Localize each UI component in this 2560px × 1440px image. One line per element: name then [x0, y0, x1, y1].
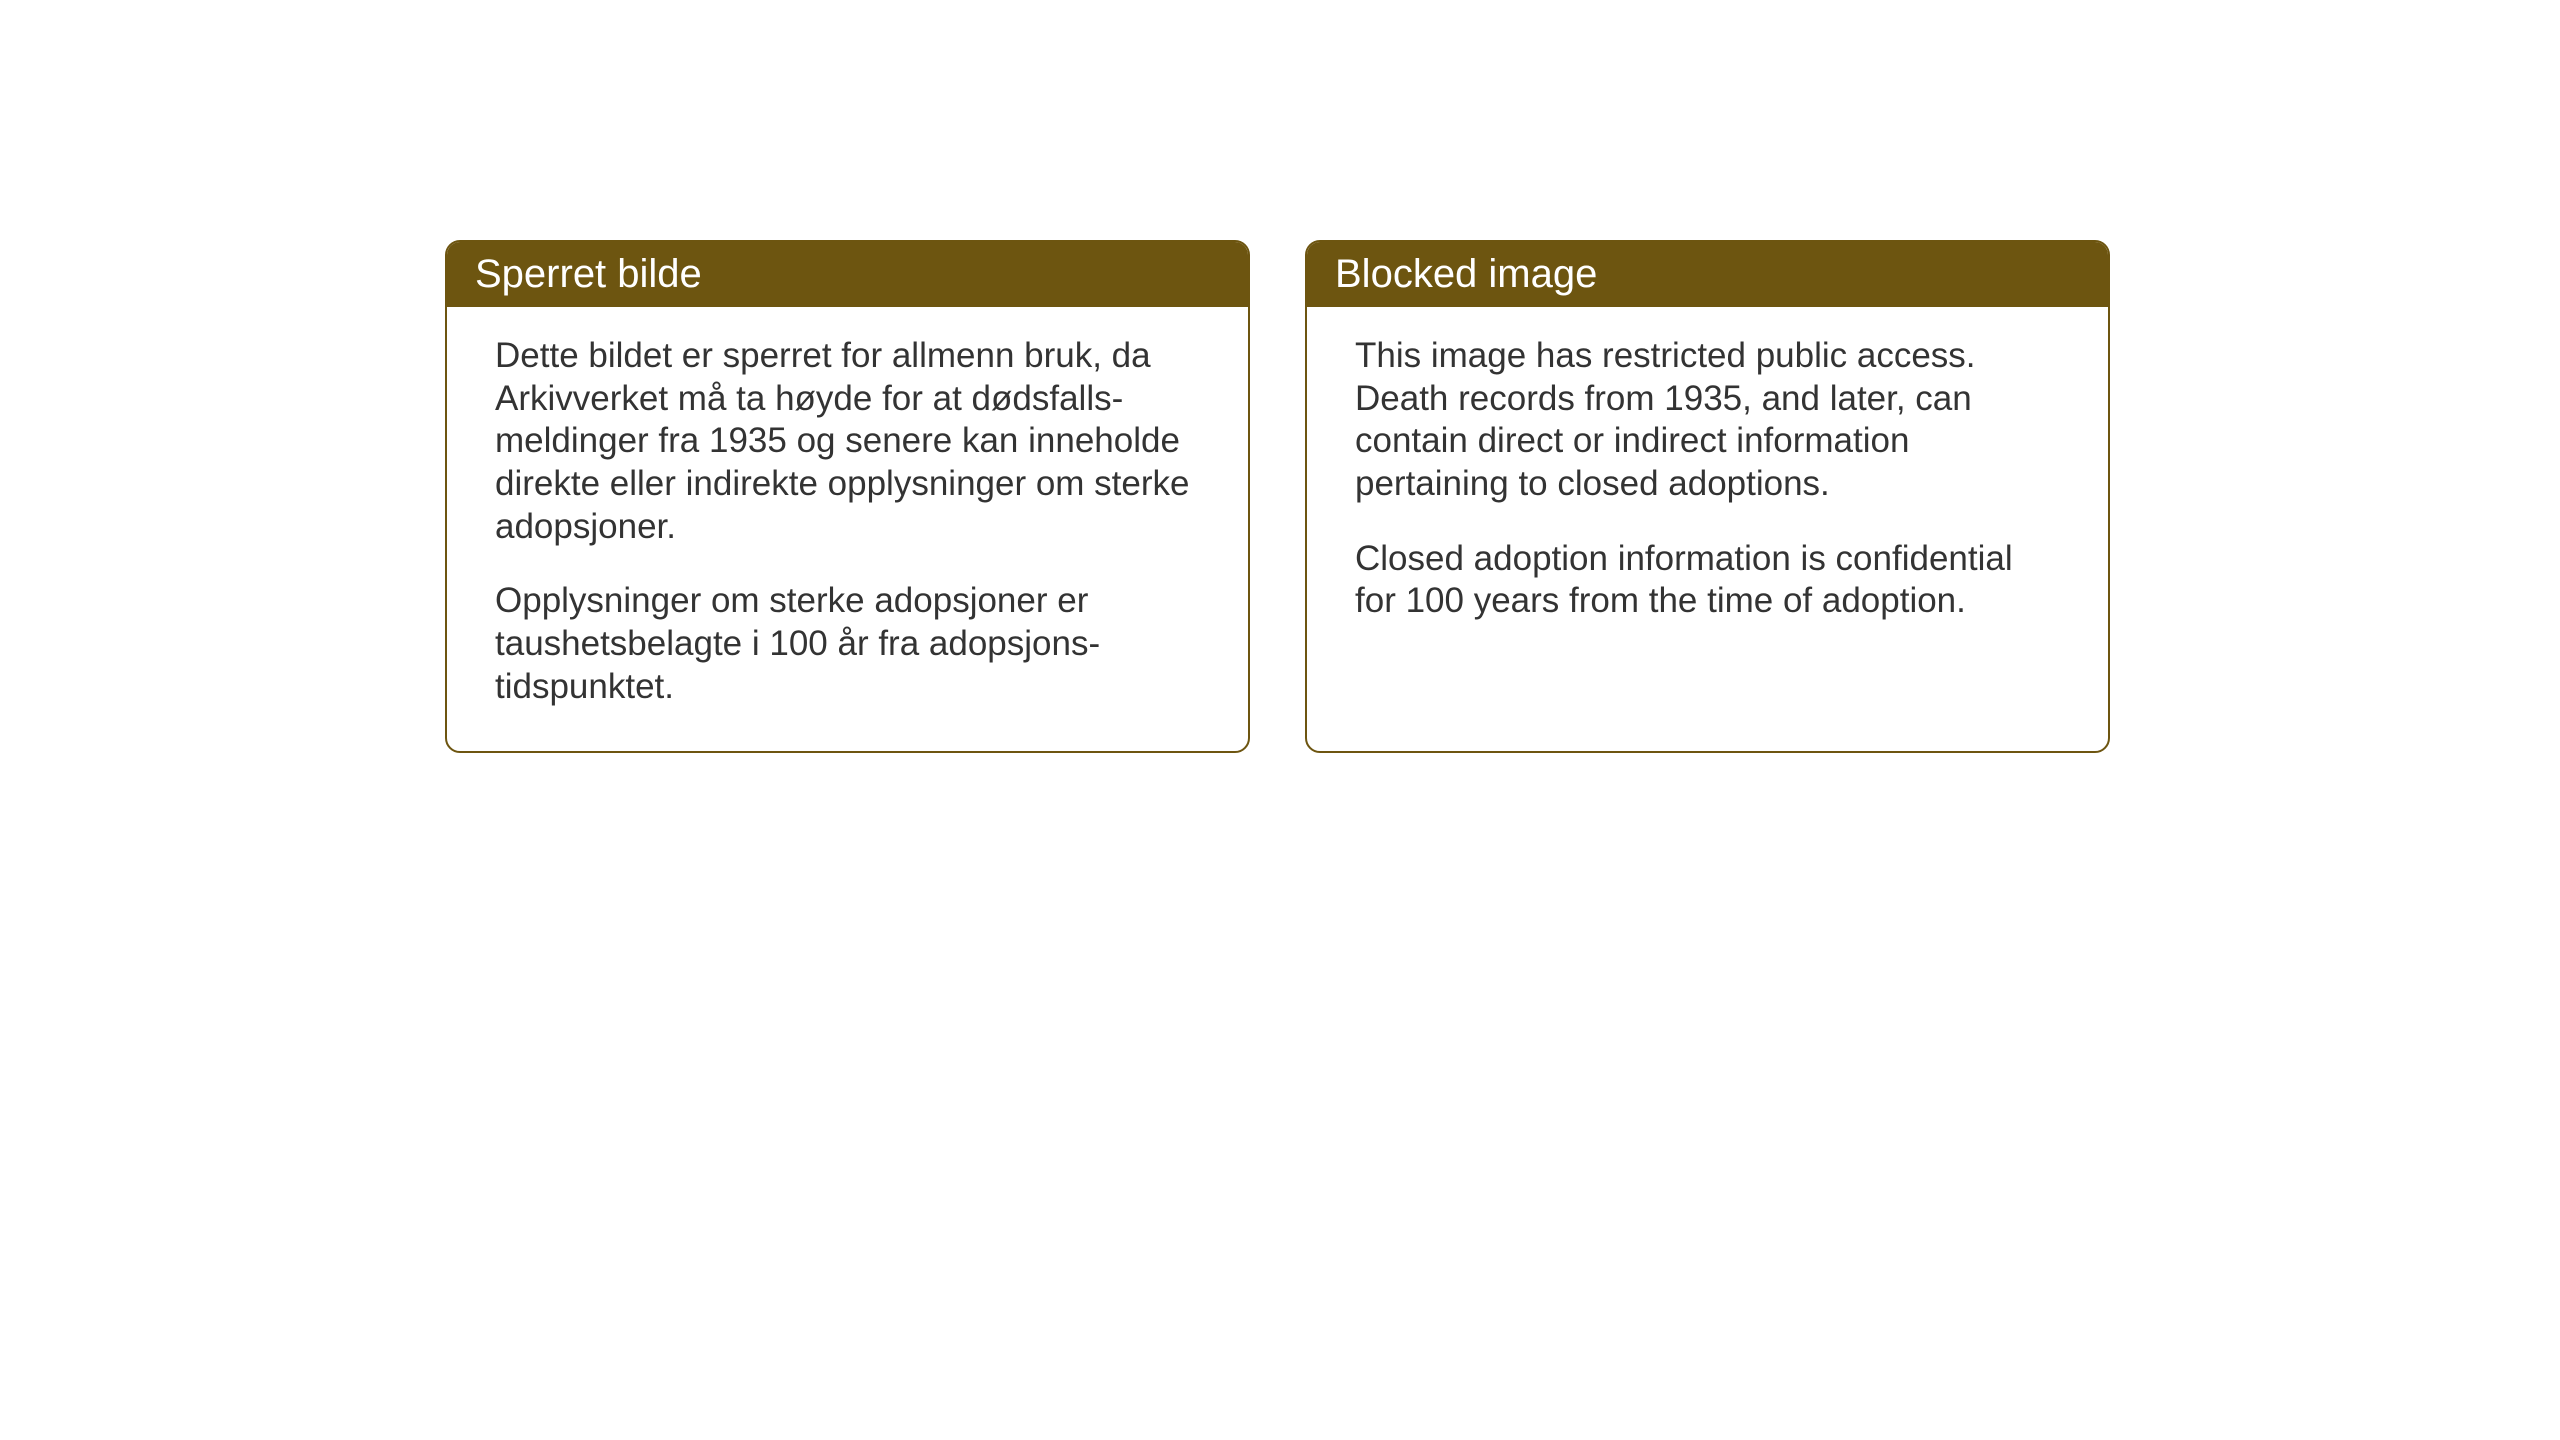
notice-box-norwegian: Sperret bilde Dette bildet er sperret fo…	[445, 240, 1250, 753]
notice-paragraph-1-norwegian: Dette bildet er sperret for allmenn bruk…	[495, 335, 1200, 548]
notices-container: Sperret bilde Dette bildet er sperret fo…	[445, 240, 2110, 753]
notice-box-english: Blocked image This image has restricted …	[1305, 240, 2110, 753]
notice-title-norwegian: Sperret bilde	[475, 252, 702, 296]
notice-header-english: Blocked image	[1307, 242, 2108, 307]
notice-header-norwegian: Sperret bilde	[447, 242, 1248, 307]
notice-title-english: Blocked image	[1335, 252, 1597, 296]
notice-body-english: This image has restricted public access.…	[1307, 307, 2108, 665]
notice-paragraph-2-norwegian: Opplysninger om sterke adopsjoner er tau…	[495, 580, 1200, 708]
notice-paragraph-2-english: Closed adoption information is confident…	[1355, 538, 2060, 623]
notice-body-norwegian: Dette bildet er sperret for allmenn bruk…	[447, 307, 1248, 751]
notice-paragraph-1-english: This image has restricted public access.…	[1355, 335, 2060, 506]
